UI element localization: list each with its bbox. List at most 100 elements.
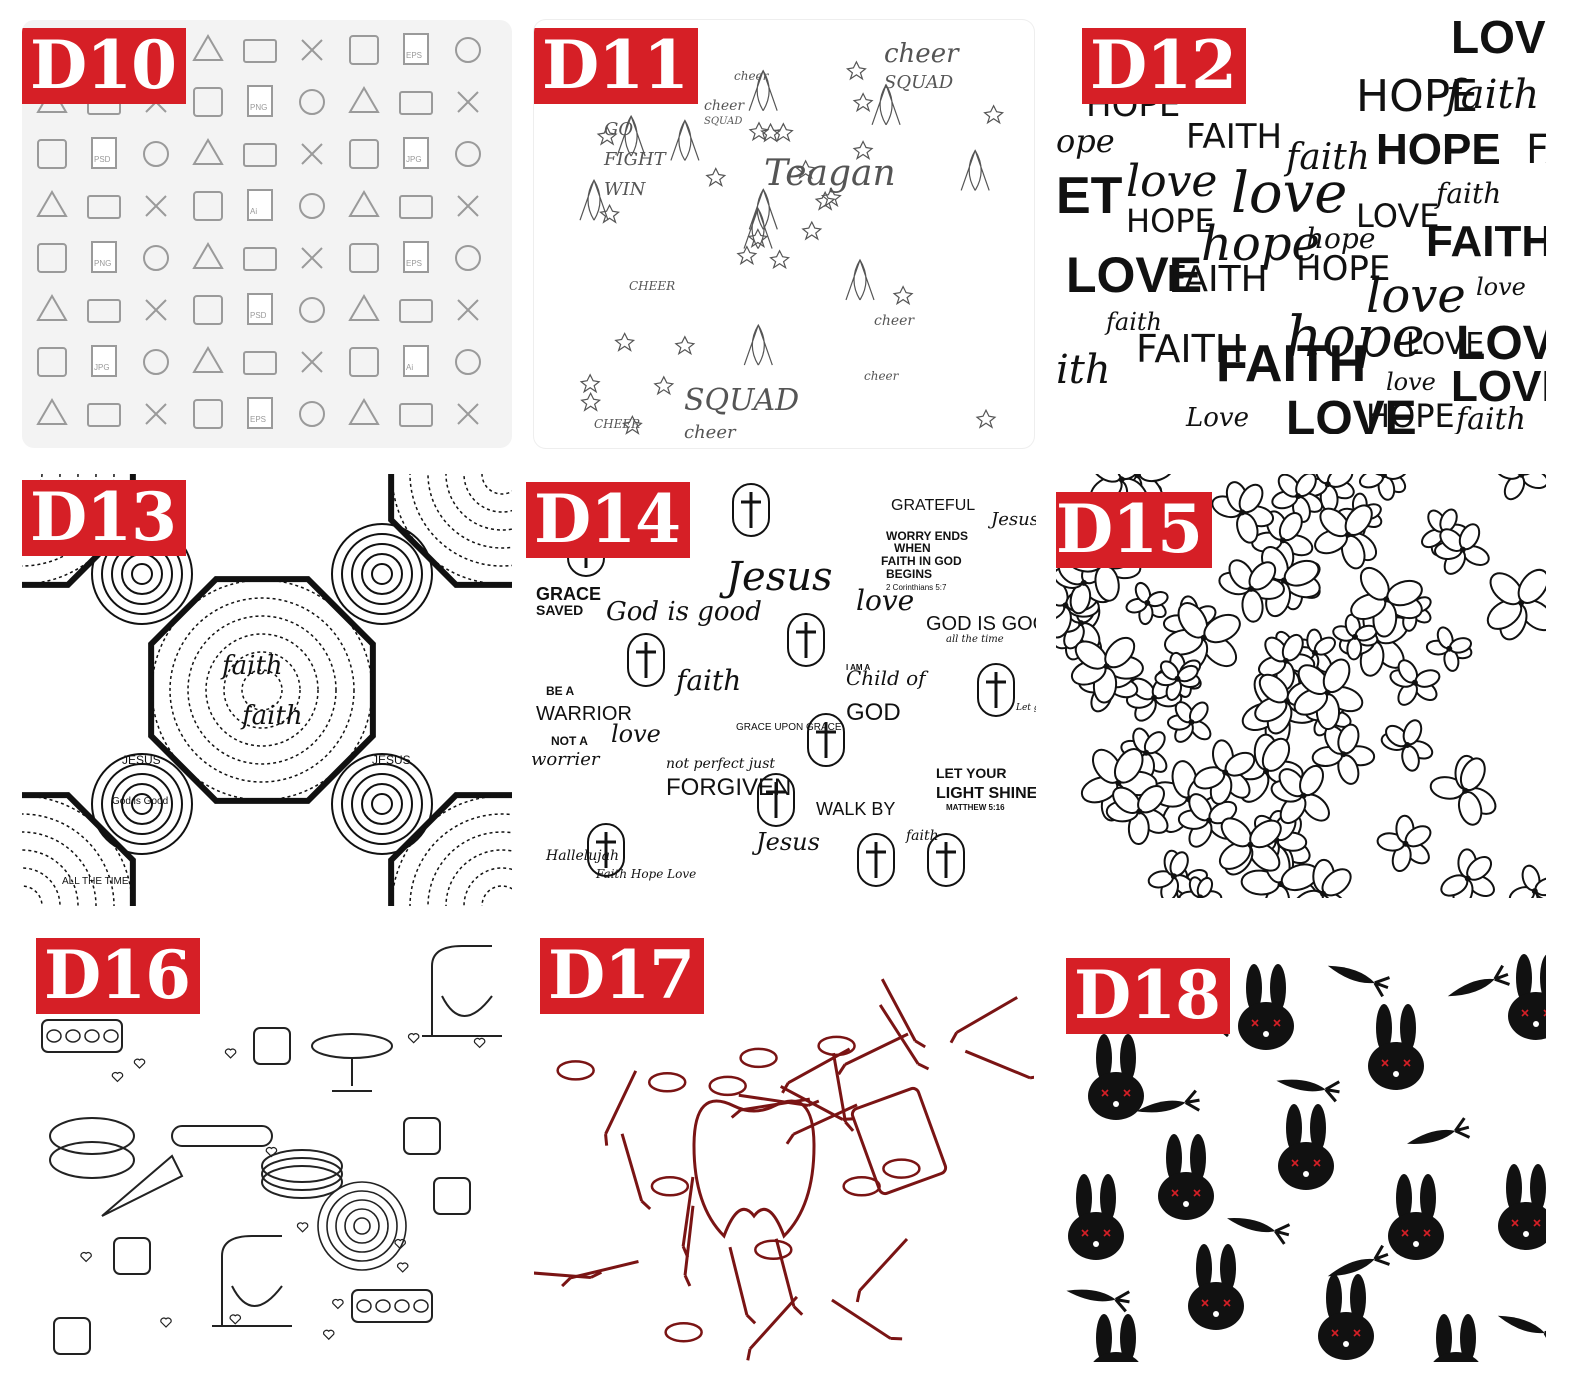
monitor-icon: [243, 143, 277, 167]
mandala-ring: [223, 651, 301, 729]
cross-icon: [766, 782, 786, 818]
bunny-ear: [1436, 1314, 1452, 1362]
tool-icon: [301, 143, 323, 165]
star-icon: [747, 228, 769, 248]
star-icon: [579, 373, 601, 394]
tile-d11[interactable]: D11 cheer SQUAD cheer SQUAD GO FIGHT WIN Teagan…: [534, 20, 1034, 448]
flower-center: [1247, 841, 1254, 848]
bunny-nose: [1183, 1201, 1189, 1207]
heart-icon: [332, 1298, 344, 1310]
saying-text: worrier: [531, 749, 601, 770]
cheer-text: FIGHT: [603, 149, 668, 170]
bunny-eyes: [1381, 1059, 1411, 1067]
bunny-ear: [1166, 1134, 1182, 1182]
bunny-head-icon: [1158, 1172, 1214, 1220]
tile-d16[interactable]: D16: [22, 936, 512, 1362]
dental-instrument-icon: [855, 1238, 909, 1303]
file-type-text: JPG: [94, 363, 110, 372]
saying-text: Faith Hope Love: [595, 867, 696, 881]
dental-instrument-icon: [785, 1103, 858, 1145]
flower-center: [1144, 599, 1151, 606]
tile-d10[interactable]: D10 EPS PNG PSD JPG Ai PNG EPS PSD JPG Ai EPS: [22, 20, 512, 448]
star-icon: [983, 104, 1005, 125]
saying-text: Let go let God: [1015, 703, 1036, 713]
carrot-leaves: [1274, 1223, 1291, 1245]
bunny-ear: [1220, 1244, 1236, 1292]
word-love: LOVE: [1356, 197, 1440, 235]
cheer-text: cheer: [684, 422, 737, 443]
mixer-bowl: [441, 995, 493, 1017]
mandala-ring: [151, 579, 373, 801]
tile-d18[interactable]: D18: [1056, 936, 1546, 1362]
star-icon: [736, 245, 758, 266]
cake-ring-icon: [261, 1165, 343, 1199]
saying-text: love: [856, 584, 914, 617]
muffin-cup: [46, 1029, 62, 1043]
cheerleader-icon: [670, 119, 700, 161]
file-type-text: JPG: [406, 155, 422, 164]
bunny-head-icon: [1498, 1202, 1546, 1250]
flower-center: [1118, 476, 1125, 483]
mandala-ring: [22, 831, 97, 906]
flower-center: [1300, 792, 1307, 799]
file-type-text: PSD: [94, 155, 111, 164]
tile-d13[interactable]: D13 faith faith JESUS JESUS ALL THE TIME God …: [22, 474, 512, 906]
circle-icon: [455, 141, 481, 167]
jesus-text: JESUS: [122, 753, 161, 767]
bunny-nose: [1533, 1021, 1539, 1027]
cake-stand-icon: [311, 1033, 393, 1059]
star-icon: [769, 249, 791, 270]
word-ith: ith: [1056, 347, 1111, 393]
carrot-leaves: [1543, 1326, 1546, 1348]
word-faith: faith: [1106, 308, 1162, 336]
tile-label-d15: D15: [1056, 492, 1213, 568]
pill-icon: [817, 1035, 856, 1057]
frame-icon: [193, 399, 223, 429]
pen-icon: [348, 86, 380, 113]
monitor-icon: [243, 247, 277, 271]
cheer-text: WIN: [604, 179, 647, 200]
file-type-text: PNG: [94, 259, 111, 268]
word-hope: hope: [1306, 222, 1376, 255]
star-icon: [852, 140, 874, 160]
pen-icon: [348, 398, 380, 425]
tile-d14[interactable]: D14 AmenJesusGRATEFULWORRY ENDSWHENFAITH…: [526, 480, 1036, 904]
bunny-ear: [1506, 1164, 1522, 1212]
flower-ring: [331, 523, 433, 625]
word-love: LOVE: [1406, 327, 1485, 362]
saying-text: I AM A: [846, 663, 871, 672]
saying-text: LIGHT SHINE: [936, 785, 1036, 802]
flower-ring: [371, 563, 393, 585]
bunny-ear: [1326, 1274, 1342, 1322]
pen-icon: [192, 242, 224, 269]
file-icon: [247, 293, 273, 325]
tile-label-d12: D12: [1082, 28, 1247, 104]
stand-mixer-icon: [422, 945, 502, 1037]
bunny-head-icon: [1068, 1212, 1124, 1260]
muffin-pan-icon: [41, 1019, 123, 1053]
arch-frame: [732, 483, 770, 537]
bunny-ear: [1120, 1314, 1136, 1362]
file-type-text: Ai: [250, 207, 257, 216]
mandala-ring: [463, 867, 512, 906]
bunny-head-icon: [1188, 1282, 1244, 1330]
dental-instrument-icon: [964, 1049, 1034, 1080]
tile-d12[interactable]: D12 LOVEHOPEfaithHOPEFAITHlovefaithHOPEF…: [1056, 20, 1546, 434]
tile-d17[interactable]: D17: [534, 936, 1034, 1362]
tile-d15[interactable]: D15: [1056, 474, 1546, 898]
pill-icon: [556, 1060, 595, 1081]
circle-icon: [299, 297, 325, 323]
dental-instrument-icon: [831, 1298, 903, 1341]
cheer-text: Teagan: [764, 153, 896, 194]
tile-label-d13: D13: [22, 480, 187, 556]
flower-ring: [111, 773, 173, 835]
flower-center: [1200, 634, 1207, 641]
star-icon: [852, 92, 874, 113]
saying-text: BEGINS: [886, 567, 932, 581]
muffin-cup: [65, 1029, 81, 1043]
carrot-leaves: [1373, 976, 1390, 998]
frame-icon: [37, 139, 67, 169]
pill-icon: [647, 1071, 687, 1093]
flower-center: [1531, 888, 1538, 895]
